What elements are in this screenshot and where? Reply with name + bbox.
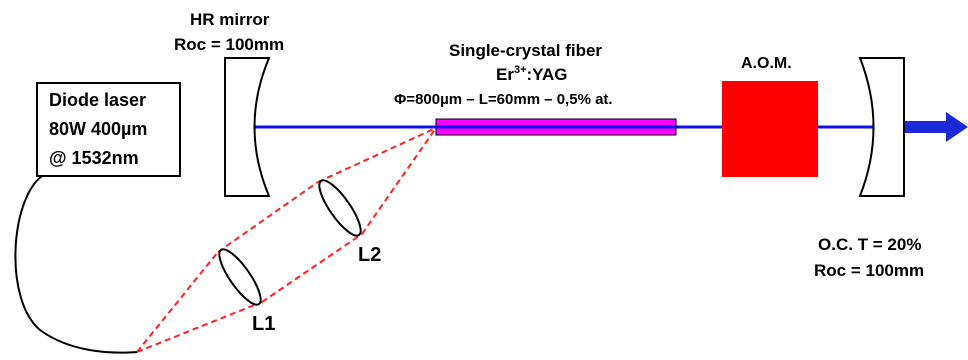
fiber-material-sup: 3+	[514, 64, 527, 76]
lens-l1	[218, 248, 262, 306]
diode-laser-box	[36, 82, 181, 177]
hr-mirror	[224, 57, 271, 197]
fiber-material-rest: :YAG	[527, 65, 568, 84]
hr-mirror-title: HR mirror	[190, 10, 270, 29]
lens-l2	[318, 179, 362, 237]
fiber-material-base: Er	[496, 65, 514, 84]
output-arrow-icon	[903, 112, 968, 142]
lens-l1-label: L1	[252, 313, 275, 335]
hr-mirror-roc: Roc = 100mm	[174, 35, 284, 54]
aom-block	[722, 81, 818, 177]
pump-delivery-fiber	[14, 175, 138, 354]
fiber-specs: Φ=800µm – L=60mm – 0,5% at.	[394, 91, 613, 108]
output-coupler	[858, 57, 905, 197]
output-coupler-transmission: O.C. T = 20%	[818, 235, 921, 254]
aom-label: A.O.M.	[741, 55, 792, 72]
diode-laser-label-1: Diode laser	[49, 90, 146, 110]
pump-beam	[136, 127, 437, 353]
diode-laser-label-3: @ 1532nm	[49, 148, 139, 168]
fiber-title: Single-crystal fiber	[449, 41, 602, 60]
fiber-material: Er3+:YAG	[496, 64, 567, 84]
output-coupler-roc: Roc = 100mm	[814, 261, 924, 280]
lens-l2-label: L2	[358, 244, 381, 266]
diode-laser-label-2: 80W 400µm	[49, 119, 147, 139]
